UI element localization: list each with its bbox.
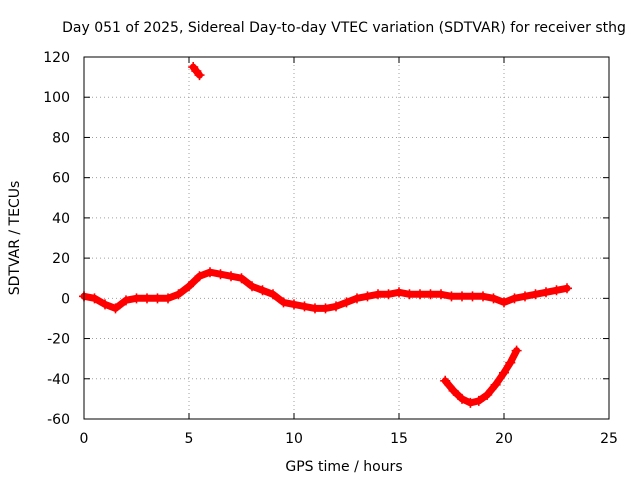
- data-point: [440, 375, 451, 386]
- data-point: [530, 289, 541, 300]
- data-point: [505, 357, 516, 368]
- data-point: [490, 379, 501, 390]
- data-point: [541, 287, 551, 298]
- series-arc-segment: [440, 345, 522, 408]
- y-axis-label: SDTVAR / TECUs: [7, 181, 23, 296]
- data-point: [173, 289, 184, 300]
- data-point: [482, 389, 493, 400]
- x-tick-label: 15: [390, 431, 408, 447]
- y-tick-label: -20: [47, 332, 70, 348]
- data-point: [268, 289, 278, 300]
- data-point: [551, 285, 562, 296]
- data-point: [310, 303, 320, 314]
- data-point: [511, 345, 522, 356]
- y-tick-label: 120: [43, 50, 70, 66]
- series-short-segment: [188, 62, 205, 81]
- data-point: [362, 291, 373, 302]
- data-point: [89, 293, 100, 304]
- data-point: [499, 367, 509, 378]
- data-point: [194, 271, 205, 282]
- data-point: [425, 289, 436, 300]
- data-point: [467, 291, 478, 302]
- y-tick-label: 0: [61, 291, 70, 307]
- data-point: [194, 70, 205, 81]
- data-point: [163, 293, 173, 304]
- y-tick-label: 20: [52, 251, 70, 267]
- data-point: [415, 289, 425, 300]
- data-point: [247, 281, 257, 292]
- data-point: [394, 287, 404, 298]
- x-tick-label: 0: [80, 431, 89, 447]
- data-point: [184, 281, 194, 292]
- y-tick-label: 60: [52, 171, 70, 187]
- y-tick-label: 100: [43, 90, 70, 106]
- data-point: [562, 283, 572, 294]
- data-point: [131, 293, 142, 304]
- x-tick-label: 20: [495, 431, 513, 447]
- y-tick-label: 40: [52, 211, 70, 227]
- data-point: [142, 293, 152, 304]
- data-point: [226, 271, 236, 282]
- data-point: [100, 299, 110, 310]
- data-point: [499, 297, 509, 308]
- plot-frame: [83, 56, 610, 420]
- data-point: [331, 301, 341, 312]
- data-point: [257, 285, 268, 296]
- data-point: [205, 267, 215, 278]
- series-main: [79, 267, 572, 314]
- data-point: [488, 293, 499, 304]
- data-point: [215, 269, 226, 280]
- series-trace: [441, 347, 521, 407]
- x-tick-labels: 0 5 10 15 20 25: [80, 431, 618, 447]
- data-point: [520, 291, 530, 302]
- data-point: [448, 385, 459, 396]
- data-points: [79, 62, 572, 408]
- data-point: [457, 291, 467, 302]
- gridlines: [84, 57, 609, 419]
- chart-title: Day 051 of 2025, Sidereal Day-to-day VTE…: [62, 20, 626, 36]
- data-point: [473, 395, 484, 406]
- data-point: [465, 397, 476, 408]
- x-tick-label: 10: [285, 431, 303, 447]
- data-point: [436, 289, 446, 300]
- data-point: [152, 293, 163, 304]
- data-point: [299, 301, 310, 312]
- data-point: [457, 393, 467, 404]
- data-point: [446, 291, 457, 302]
- data-point: [404, 289, 415, 300]
- y-tick-label: 80: [52, 130, 70, 146]
- y-tick-label: -60: [47, 412, 70, 428]
- data-point: [121, 295, 131, 306]
- y-tick-label: -40: [47, 372, 70, 388]
- data-point: [236, 273, 247, 284]
- data-point: [478, 291, 488, 302]
- data-point: [278, 297, 289, 308]
- data-point: [289, 299, 299, 310]
- data-point: [341, 297, 352, 308]
- series-trace: [80, 268, 571, 312]
- x-tick-label: 25: [600, 431, 618, 447]
- x-axis-label: GPS time / hours: [285, 459, 402, 475]
- data-point: [352, 293, 362, 304]
- data-point: [320, 303, 331, 314]
- axis-ticks: [83, 56, 610, 420]
- data-point: [373, 289, 383, 300]
- x-tick-label: 5: [185, 431, 194, 447]
- data-point: [110, 303, 121, 314]
- data-point: [509, 293, 520, 304]
- data-point: [383, 289, 394, 300]
- y-tick-labels: -60 -40 -20 0 20 40 60 80 100 120: [43, 50, 70, 428]
